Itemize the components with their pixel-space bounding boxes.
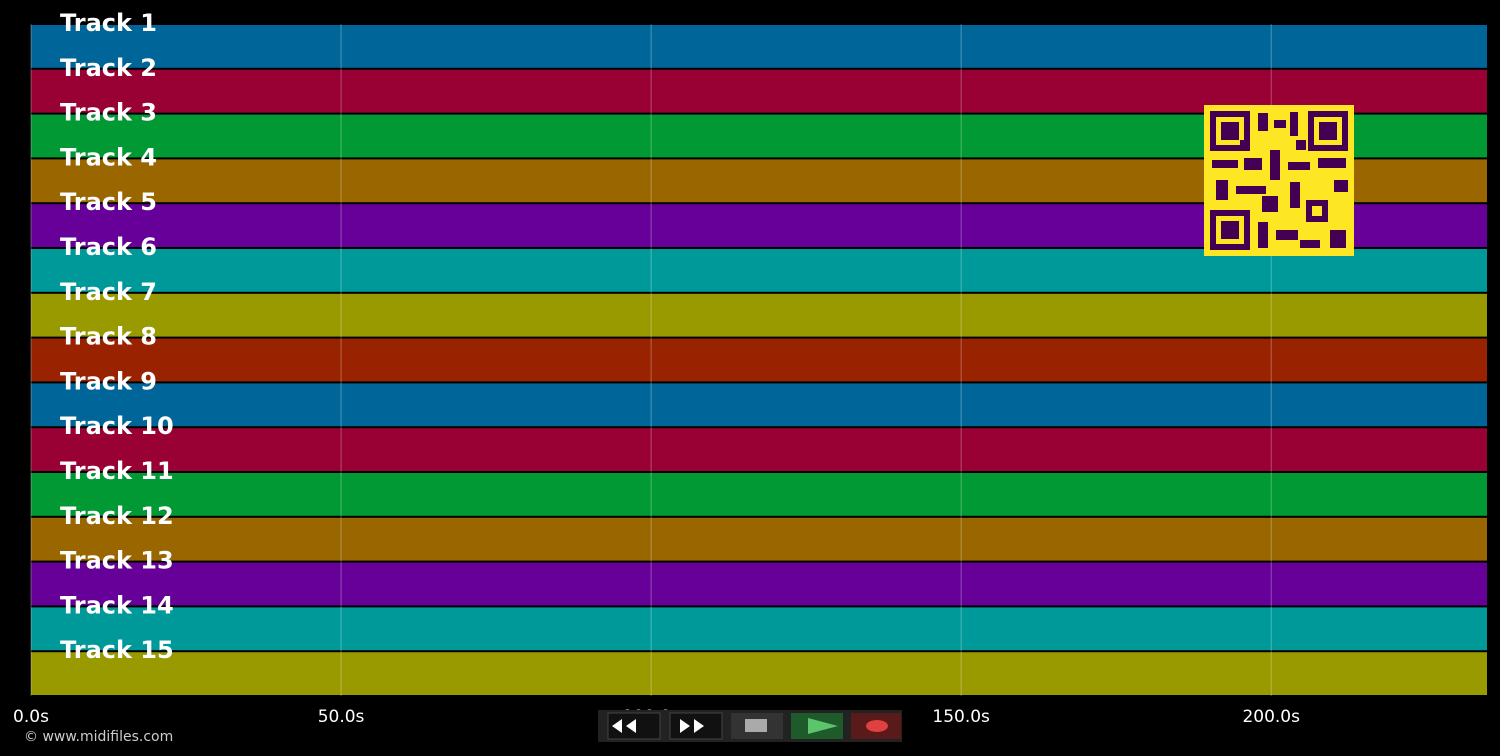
track-band — [31, 607, 1487, 651]
track-band — [31, 428, 1487, 471]
track-band — [31, 517, 1487, 561]
player-controls — [598, 710, 902, 742]
track-label: Track 11 — [60, 457, 174, 485]
track-label: Track 8 — [60, 323, 157, 351]
stop-button[interactable] — [731, 713, 783, 739]
track-band — [31, 25, 1487, 68]
track-band — [31, 338, 1487, 382]
qr-code — [1204, 105, 1354, 256]
track-band — [31, 562, 1487, 606]
track-label: Track 9 — [60, 367, 157, 395]
track-label: Track 13 — [60, 547, 174, 575]
record-button[interactable] — [851, 713, 901, 739]
play-button[interactable] — [791, 713, 843, 739]
track-label: Track 15 — [60, 636, 174, 664]
track-labels: Track 1 Track 2 Track 3 Track 4 Track 5 Track… — [60, 9, 174, 664]
track-label: Track 10 — [60, 412, 174, 440]
track-band — [31, 473, 1487, 516]
track-band — [31, 249, 1487, 292]
track-label: Track 7 — [60, 278, 157, 306]
x-tick-label: 200.0s — [1242, 707, 1300, 727]
x-tick-label: 0.0s — [13, 707, 49, 727]
track-label: Track 2 — [60, 54, 157, 82]
track-label: Track 6 — [60, 233, 157, 261]
track-label: Track 1 — [60, 9, 157, 37]
copyright: © www.midifiles.com — [24, 729, 173, 745]
track-label: Track 5 — [60, 188, 157, 216]
track-band — [31, 652, 1487, 695]
x-tick-label: 150.0s — [932, 707, 990, 727]
rewind-button[interactable] — [607, 712, 661, 740]
x-tick-label: 50.0s — [318, 707, 365, 727]
track-label: Track 3 — [60, 99, 157, 127]
track-band — [31, 383, 1487, 427]
track-band — [31, 293, 1487, 337]
track-label: Track 14 — [60, 591, 174, 619]
track-label: Track 12 — [60, 502, 174, 530]
track-label: Track 4 — [60, 143, 157, 171]
forward-button[interactable] — [669, 712, 723, 740]
